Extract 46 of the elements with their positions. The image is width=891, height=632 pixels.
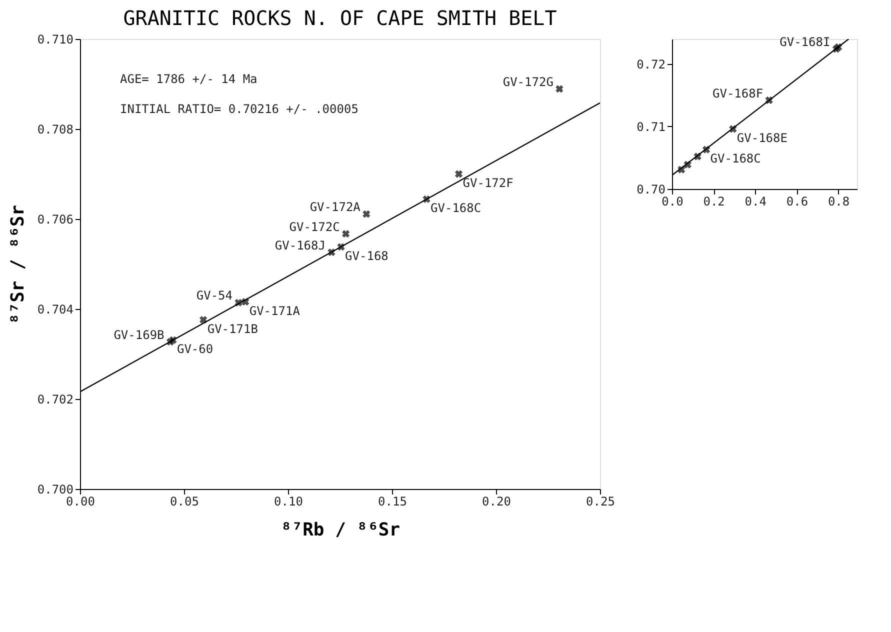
annotation: GV-168F	[712, 86, 764, 100]
x-tick-label: 0.6	[786, 194, 808, 208]
point	[200, 316, 208, 324]
annotation: GV-54	[196, 288, 232, 303]
y-tick-label: 0.710	[37, 32, 74, 46]
y-tick-label: 0.72	[636, 58, 666, 72]
annotation: GV-172C	[289, 220, 340, 234]
x-axis-title: ⁸⁷Rb / ⁸⁶Sr	[280, 520, 400, 540]
point	[454, 170, 463, 178]
x-tick-label: 0.8	[828, 194, 850, 208]
point	[342, 230, 350, 238]
point	[556, 85, 564, 93]
y-tick-label: 0.700	[37, 482, 74, 496]
x-tick-label: 0.25	[586, 494, 615, 508]
y-tick-label: 0.706	[37, 212, 74, 226]
annotation: GV-168C	[710, 152, 761, 166]
annotation: GV-168	[345, 248, 388, 263]
annotation: GV-172F	[462, 176, 514, 190]
y-axis-title: ⁸⁷Sr / ⁸⁶Sr	[7, 204, 28, 324]
annotation: INITIAL RATIO= 0.70216 +/- .00005	[120, 102, 358, 116]
point	[362, 210, 370, 218]
chart-title: GRANITIC ROCKS N. OF CAPE SMITH BELT	[123, 6, 557, 30]
x-tick-label: 0.20	[482, 494, 511, 508]
annotation: GV-172A	[310, 200, 362, 214]
x-tick-label: 0.0	[662, 194, 684, 208]
y-tick-label: 0.704	[37, 302, 74, 316]
annotation: GV-168I	[780, 35, 830, 49]
y-tick-label: 0.70	[636, 182, 666, 196]
annotation: GV-171B	[207, 322, 258, 336]
annotation: GV-60	[176, 342, 214, 356]
y-tick-label: 0.71	[636, 120, 666, 134]
y-tick-label: 0.702	[37, 392, 74, 406]
x-tick-label: 0.15	[378, 494, 407, 508]
annotation: GV-172G	[502, 74, 554, 89]
x-tick-label: 0.10	[274, 494, 303, 508]
annotation: GV-168C	[430, 201, 482, 216]
x-tick-label: 0.2	[703, 194, 725, 208]
annotation: GV-169B	[114, 328, 164, 342]
annotation: GV-171A	[249, 304, 301, 318]
x-tick-label: 0.00	[66, 494, 95, 508]
annotation: GV-168E	[736, 131, 788, 145]
x-tick-label: 0.05	[170, 494, 199, 508]
y-tick-label: 0.708	[37, 122, 74, 136]
annotation: AGE= 1786 +/- 14 Ma	[120, 72, 258, 86]
x-tick-label: 0.4	[744, 194, 766, 208]
annotation: GV-168J	[274, 238, 326, 252]
